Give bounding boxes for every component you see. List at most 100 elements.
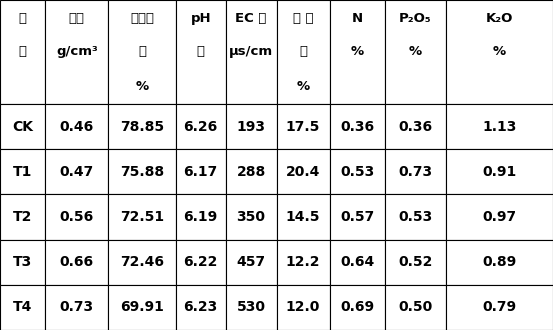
Bar	[45, 0, 108, 104]
Bar	[226, 240, 276, 285]
Bar	[0, 194, 45, 240]
Bar	[385, 104, 446, 149]
Text: 0.53: 0.53	[398, 210, 432, 224]
Text: 350: 350	[237, 210, 265, 224]
Text: 20.4: 20.4	[286, 165, 320, 179]
Bar	[385, 240, 446, 285]
Text: T1: T1	[13, 165, 33, 179]
Text: 0.53: 0.53	[340, 165, 374, 179]
Bar	[226, 0, 276, 104]
Text: 总孔隙: 总孔隙	[130, 12, 154, 25]
Bar	[330, 104, 385, 149]
Bar	[45, 240, 108, 285]
Bar	[45, 285, 108, 330]
Text: g/cm³: g/cm³	[56, 46, 98, 58]
Text: EC 值: EC 值	[236, 12, 267, 25]
Bar	[226, 194, 276, 240]
Text: 17.5: 17.5	[286, 119, 320, 134]
Text: 有 机: 有 机	[293, 12, 314, 25]
Text: 0.64: 0.64	[340, 255, 374, 269]
Bar	[276, 194, 330, 240]
Text: 0.79: 0.79	[482, 300, 517, 314]
Text: 0.89: 0.89	[482, 255, 517, 269]
Text: 0.57: 0.57	[340, 210, 374, 224]
Bar	[176, 194, 226, 240]
Bar	[330, 285, 385, 330]
Text: μs/cm: μs/cm	[229, 46, 273, 58]
Bar	[226, 104, 276, 149]
Text: 0.66: 0.66	[60, 255, 94, 269]
Text: 457: 457	[237, 255, 265, 269]
Bar	[446, 194, 553, 240]
Bar	[0, 149, 45, 194]
Bar	[446, 104, 553, 149]
Text: 12.0: 12.0	[286, 300, 320, 314]
Text: 0.36: 0.36	[398, 119, 432, 134]
Text: 样: 样	[19, 12, 27, 25]
Text: T3: T3	[13, 255, 32, 269]
Text: T4: T4	[13, 300, 33, 314]
Text: 0.47: 0.47	[60, 165, 94, 179]
Text: 12.2: 12.2	[286, 255, 320, 269]
Bar	[385, 285, 446, 330]
Text: 0.73: 0.73	[60, 300, 94, 314]
Bar	[276, 240, 330, 285]
Bar	[446, 149, 553, 194]
Text: %: %	[409, 46, 422, 58]
Text: 0.50: 0.50	[398, 300, 432, 314]
Text: 6.22: 6.22	[184, 255, 218, 269]
Text: pH: pH	[190, 12, 211, 25]
Text: 6.19: 6.19	[184, 210, 218, 224]
Text: 6.17: 6.17	[184, 165, 218, 179]
Bar	[0, 104, 45, 149]
Bar	[108, 240, 176, 285]
Text: 0.97: 0.97	[482, 210, 517, 224]
Bar	[45, 104, 108, 149]
Text: 75.88: 75.88	[120, 165, 164, 179]
Bar	[176, 240, 226, 285]
Text: %: %	[296, 80, 310, 93]
Bar	[108, 149, 176, 194]
Text: 530: 530	[237, 300, 265, 314]
Bar	[446, 285, 553, 330]
Bar	[276, 149, 330, 194]
Bar	[446, 0, 553, 104]
Bar	[108, 104, 176, 149]
Bar	[385, 0, 446, 104]
Text: T2: T2	[13, 210, 33, 224]
Bar	[0, 0, 45, 104]
Bar	[176, 0, 226, 104]
Text: 69.91: 69.91	[120, 300, 164, 314]
Text: %: %	[351, 46, 364, 58]
Text: 6.23: 6.23	[184, 300, 218, 314]
Bar	[176, 104, 226, 149]
Text: 72.51: 72.51	[120, 210, 164, 224]
Text: 72.46: 72.46	[120, 255, 164, 269]
Text: CK: CK	[12, 119, 33, 134]
Text: %: %	[493, 46, 506, 58]
Text: 0.52: 0.52	[398, 255, 432, 269]
Text: N: N	[352, 12, 363, 25]
Bar	[108, 194, 176, 240]
Text: 质: 质	[299, 46, 307, 58]
Bar	[226, 285, 276, 330]
Text: 193: 193	[237, 119, 265, 134]
Bar	[446, 240, 553, 285]
Bar	[330, 0, 385, 104]
Bar	[226, 149, 276, 194]
Text: %: %	[135, 80, 149, 93]
Text: 6.26: 6.26	[184, 119, 218, 134]
Text: K₂O: K₂O	[486, 12, 513, 25]
Bar	[176, 149, 226, 194]
Text: 值: 值	[197, 46, 205, 58]
Text: P₂O₅: P₂O₅	[399, 12, 431, 25]
Bar	[276, 285, 330, 330]
Text: 78.85: 78.85	[120, 119, 164, 134]
Text: 0.36: 0.36	[340, 119, 374, 134]
Bar	[330, 194, 385, 240]
Bar	[276, 104, 330, 149]
Text: 0.46: 0.46	[60, 119, 94, 134]
Text: 0.73: 0.73	[398, 165, 432, 179]
Bar	[108, 0, 176, 104]
Text: 14.5: 14.5	[286, 210, 320, 224]
